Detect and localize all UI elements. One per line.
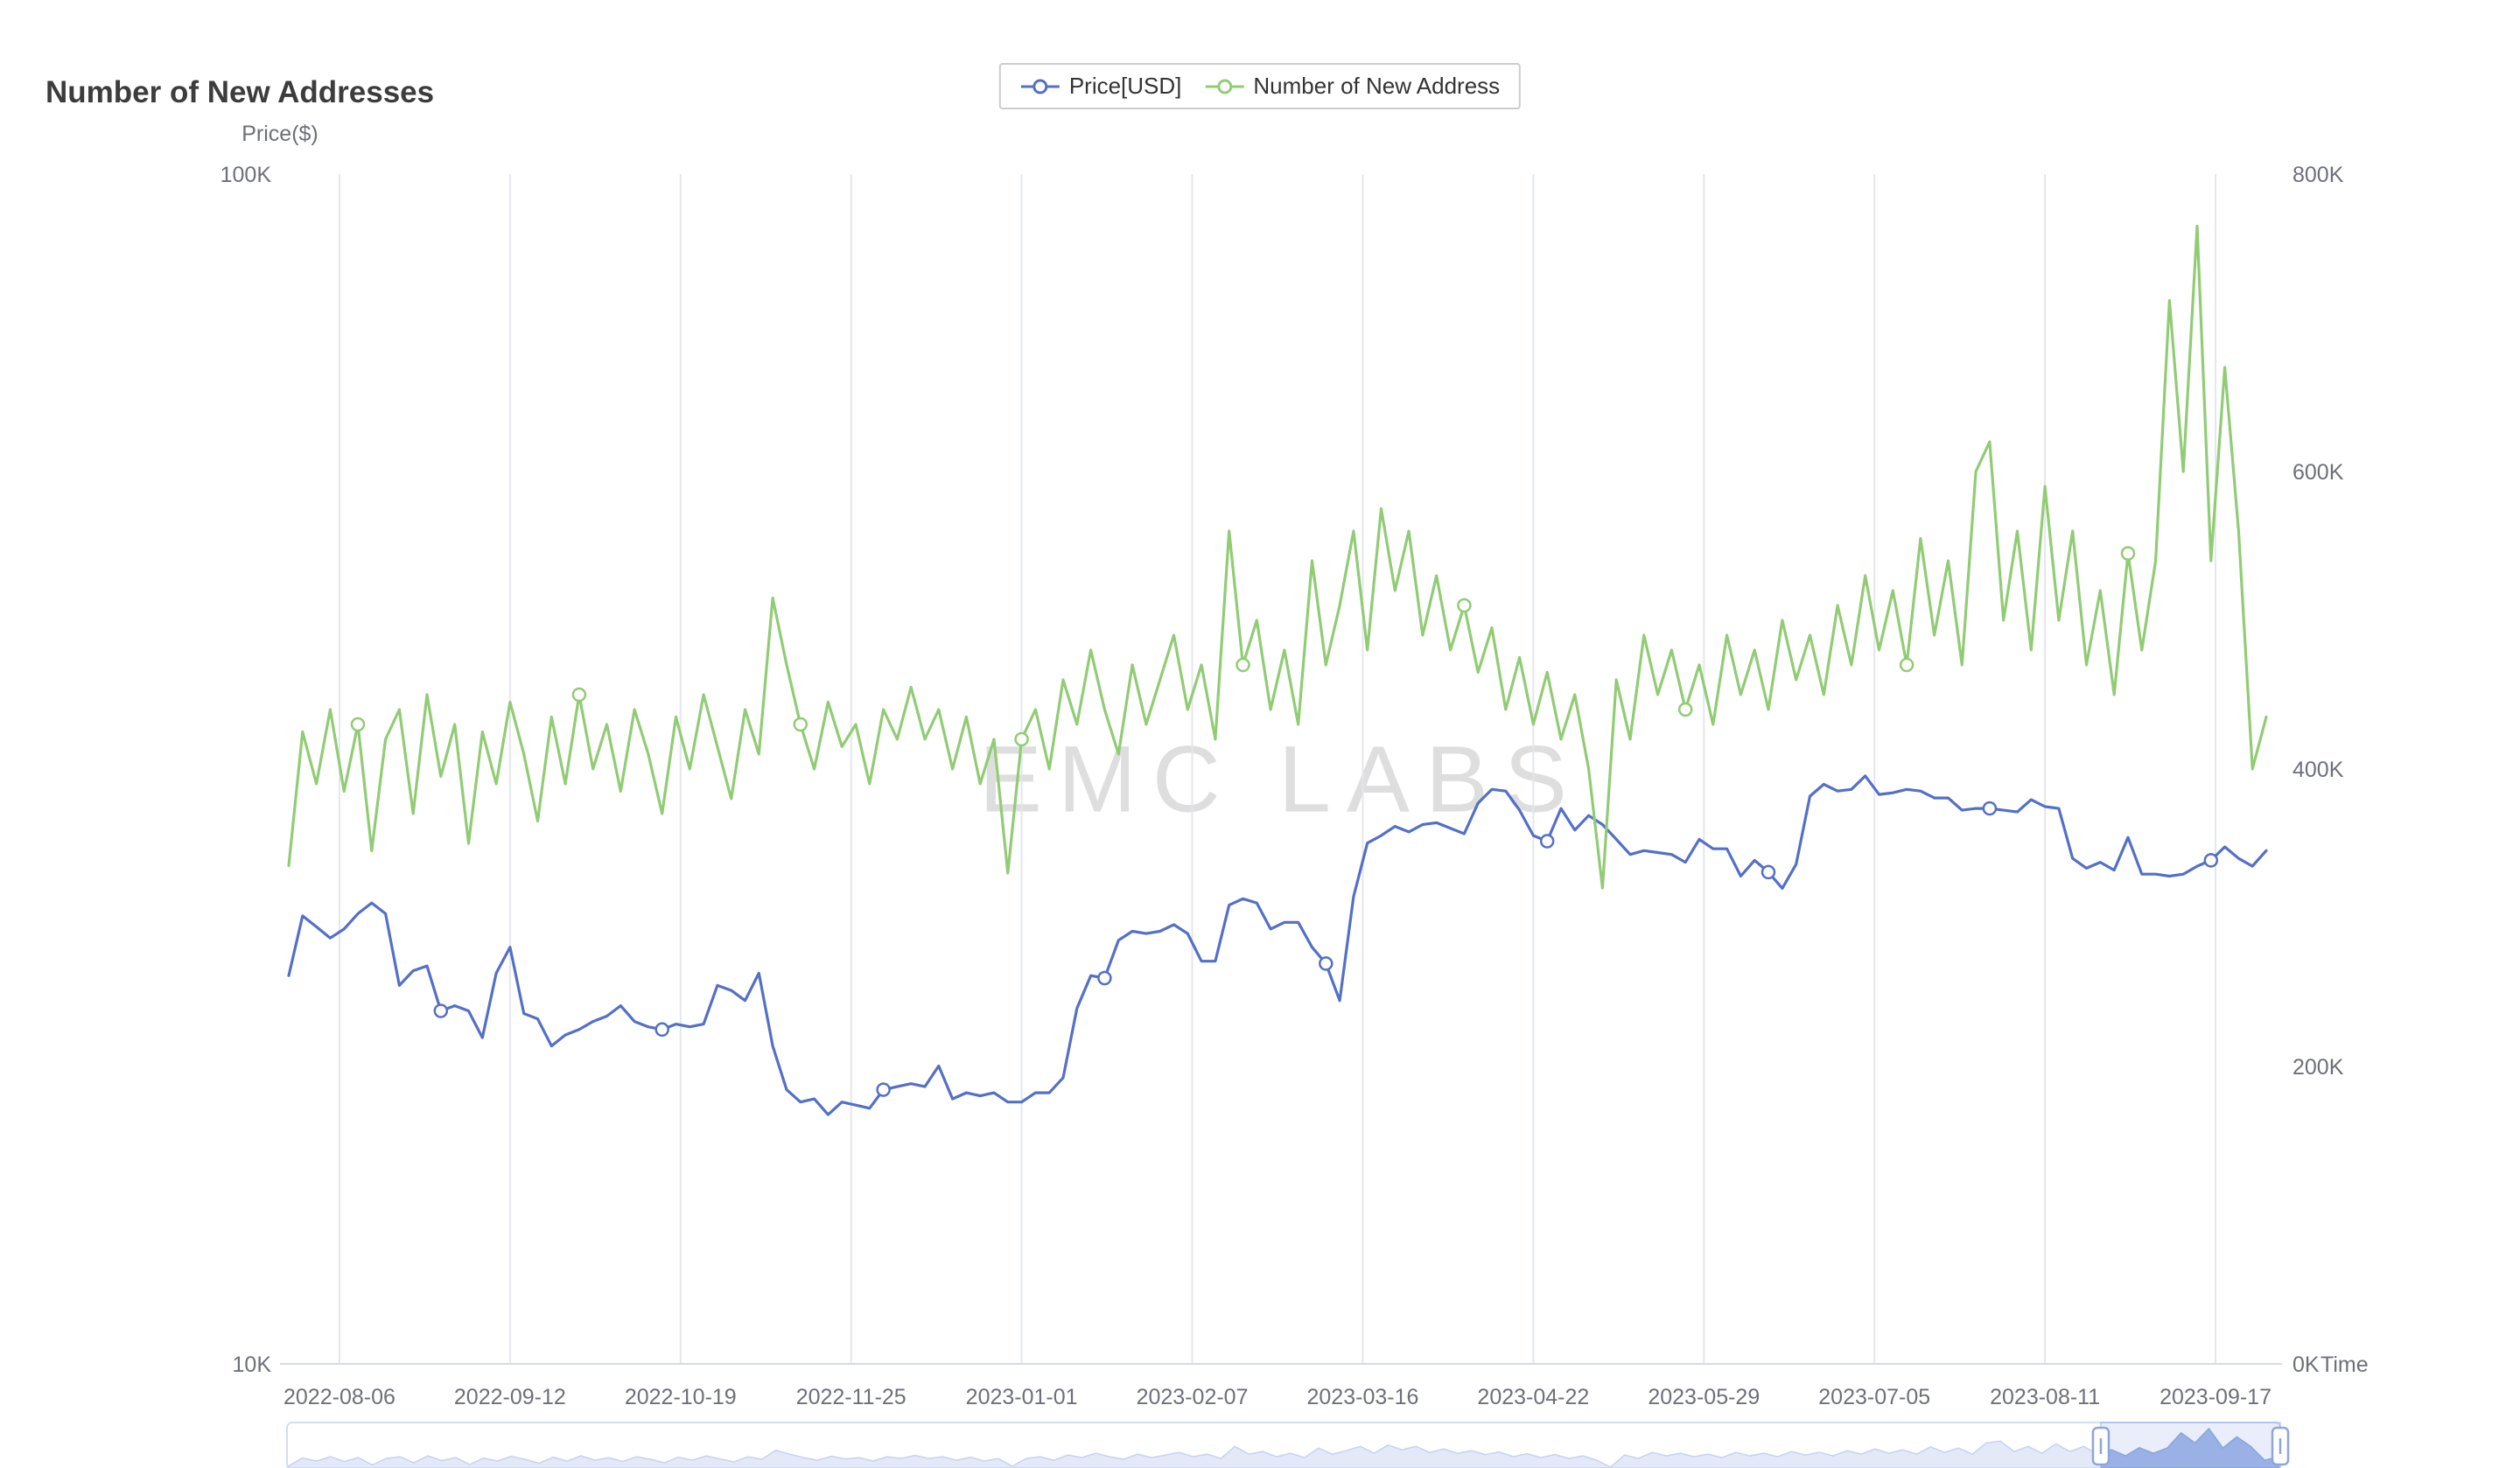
series-marker — [1319, 956, 1334, 971]
x-tick-label: 2022-09-12 — [454, 1385, 566, 1409]
right-tick-label: 800K — [2292, 163, 2344, 187]
series-marker — [1097, 970, 1112, 986]
series-marker — [571, 687, 587, 703]
series-marker — [433, 1003, 449, 1018]
right-tick-label: 600K — [2292, 460, 2344, 485]
series-marker — [876, 1082, 891, 1097]
left-axis-name: Price($) — [242, 122, 318, 146]
series-marker — [350, 717, 366, 732]
x-tick-label: 2022-11-25 — [796, 1385, 906, 1409]
legend-item-new-address[interactable]: Number of New Address — [1204, 73, 1500, 100]
right-tick-label: 200K — [2292, 1055, 2344, 1080]
series-marker — [1677, 702, 1693, 717]
series-marker — [1982, 800, 1998, 816]
series-marker — [1236, 657, 1250, 673]
line-circle-icon — [1020, 79, 1060, 94]
x-axis-name: Time — [2320, 1353, 2369, 1377]
watermark: EMC LABS — [978, 725, 1584, 832]
series-marker — [1899, 657, 1914, 673]
x-tick-label: 2023-09-17 — [2160, 1385, 2272, 1409]
datazoom-window[interactable] — [2100, 1422, 2281, 1468]
x-tick-label: 2023-02-07 — [1137, 1385, 1249, 1409]
series-marker — [1014, 731, 1029, 747]
series-marker — [1457, 598, 1472, 613]
left-tick-label: 100K — [220, 163, 272, 187]
x-tick-label: 2023-04-22 — [1477, 1385, 1589, 1409]
left-tick-label: 10K — [233, 1353, 272, 1377]
series-line-price — [287, 774, 2268, 1116]
line-circle-icon — [1205, 79, 1244, 94]
series-marker — [2120, 546, 2136, 561]
right-tick-label: 400K — [2292, 758, 2344, 782]
series-marker — [2203, 853, 2219, 868]
page-title: Number of New Addresses — [46, 75, 435, 109]
series-marker — [1539, 834, 1555, 849]
datazoom-preview-area — [288, 1427, 2279, 1468]
x-tick-label: 2023-03-16 — [1307, 1385, 1419, 1409]
x-tick-label: 2023-08-11 — [1990, 1385, 2100, 1409]
series-line-new-address — [287, 224, 2268, 890]
series-marker — [793, 717, 808, 732]
x-tick-label: 2023-01-01 — [966, 1385, 1078, 1409]
x-tick-label: 2022-10-19 — [625, 1385, 737, 1409]
right-tick-label: 0K — [2292, 1353, 2320, 1377]
series-marker — [654, 1022, 669, 1038]
series-marker — [1760, 864, 1776, 880]
legend-item-price[interactable]: Price[USD] — [1020, 73, 1182, 100]
x-tick-label: 2023-07-05 — [1818, 1385, 1930, 1409]
legend: Price[USD] Number of New Address — [998, 63, 1522, 109]
legend-label-new-address: Number of New Address — [1253, 73, 1501, 99]
x-tick-label: 2023-05-29 — [1648, 1385, 1760, 1409]
x-tick-label: 2022-08-06 — [284, 1385, 396, 1409]
datazoom-selected-area — [2100, 1427, 2279, 1468]
legend-label-price: Price[USD] — [1068, 73, 1182, 99]
